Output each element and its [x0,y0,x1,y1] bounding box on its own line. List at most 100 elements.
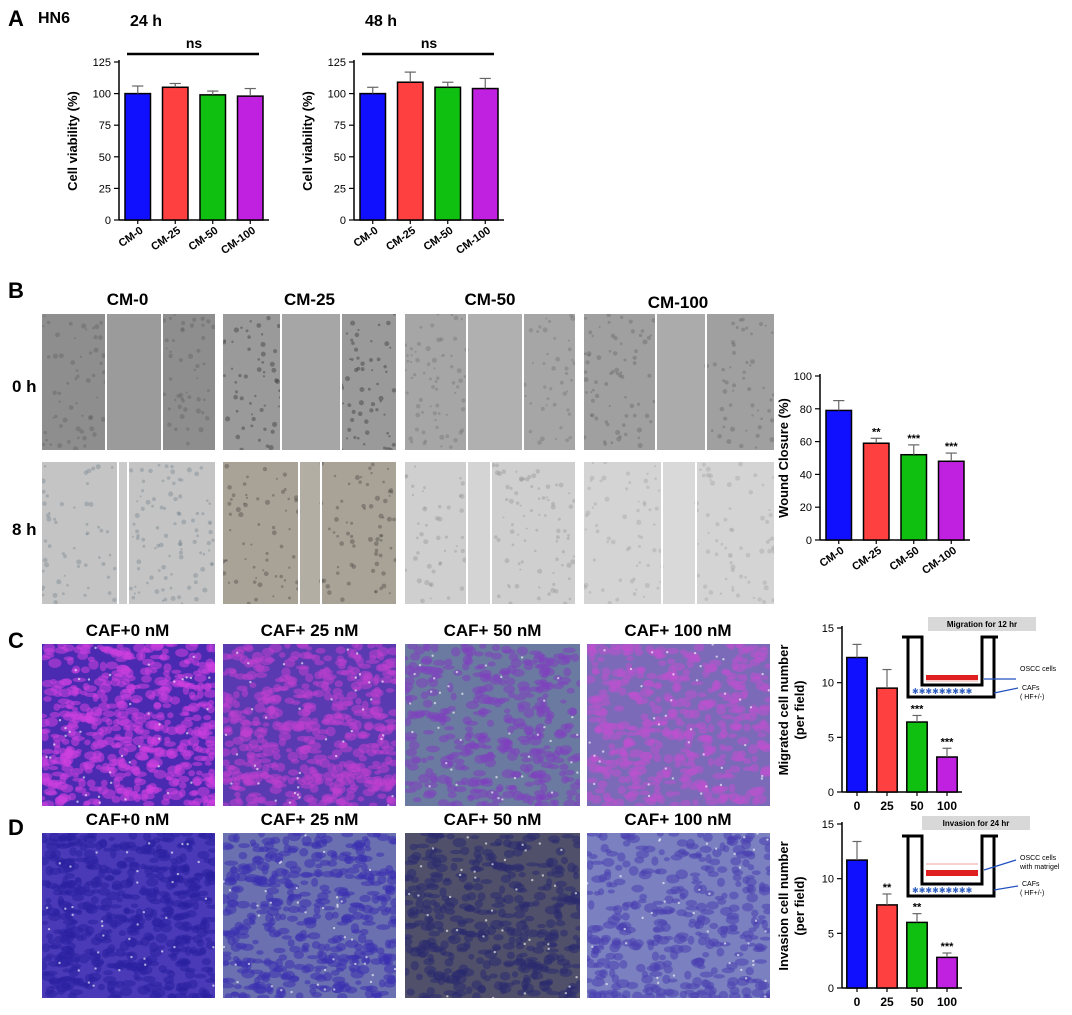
chart-invasion: 0 5 10 15 Invasion cell number (per field) 0 **… [776,819,962,1009]
bar [396,81,424,221]
cell-line-label: HN6 [38,10,71,27]
b-col-header: CM-100 [647,293,709,312]
wound-photo [223,462,396,604]
y-tick-label: 80 [800,404,812,416]
significance-label: *** [941,941,955,953]
bar [124,92,152,221]
bar [359,92,387,221]
y-tick-label: 125 [93,57,111,69]
x-tick-label: 0 [854,799,861,812]
y-tick-label: 0 [806,535,812,547]
y-tick-label: 75 [99,120,111,132]
bar [846,859,868,989]
y-tick-label: 25 [334,183,346,195]
migration-bottom-sub: ( HF+/-) [1020,694,1044,701]
chart-title: 24 h [130,13,162,30]
bar [862,442,890,541]
wound-photo [405,462,575,604]
y-tick-label: 100 [794,371,812,383]
y-tick-label: 15 [822,623,834,635]
wound-photo [584,314,774,450]
c-col-header: CAF+ 100 nM [624,621,732,640]
oscc-cells-icon [926,675,978,680]
y-tick-label: 50 [334,152,346,164]
x-tick-label: CM-25 [384,225,418,254]
y-tick-label: 100 [93,89,111,101]
wound-photo [42,314,215,450]
c-col-header: CAF+0 nM [85,621,170,640]
bar [236,95,264,221]
migration-top-label: OSCC cells [1020,666,1057,673]
panel-letter-c: C [8,628,24,653]
bar [906,721,928,793]
x-tick-label: 0 [854,995,861,1009]
y-tick-label: 0 [105,215,111,227]
y-axis-label: Invasion cell number [776,841,791,970]
panel-letter-a: A [8,6,24,31]
y-tick-label: 60 [800,437,812,449]
bar [434,86,462,221]
invasion-photo [223,833,396,998]
y-tick-label: 25 [99,183,111,195]
y-tick-label: 20 [800,502,812,514]
chart-migration: 0 5 10 15 Migrated cell number (per field) 0 25… [776,623,962,812]
bar [846,656,868,793]
panel-letter-b: B [8,278,24,303]
significance-label: ** [872,426,881,438]
bar [876,904,898,989]
y-tick-label: 10 [822,874,834,886]
y-tick-label: 15 [822,819,834,831]
svg-text:✱✱✱✱✱✱✱✱✱: ✱✱✱✱✱✱✱✱✱ [912,687,973,696]
cafs-icon: ✱✱✱✱✱✱✱✱✱ [912,687,973,696]
bar [936,956,958,989]
x-tick-label: CM-0 [117,225,146,250]
d-col-header: CAF+ 50 nM [443,810,542,829]
y-tick-label: 0 [828,787,834,799]
y-axis-label-sub: (per field) [792,876,807,935]
invasion-schematic: Invasion for 24 hr ✱✱✱✱✱✱✱✱✱ OSCC cells … [902,816,1060,898]
significance-label: *** [941,736,955,748]
migration-photo [587,644,770,806]
x-tick-label: CM-50 [422,225,456,254]
x-tick-label: 100 [937,995,957,1009]
chart-title: 48 h [365,13,397,30]
x-tick-label: CM-25 [850,545,884,574]
bracket-label: ns [186,35,203,51]
migration-schematic: Migration for 12 hr ✱✱✱✱✱✱✱✱✱ OSCC cells… [902,617,1057,701]
migration-bottom-label: CAFs [1022,685,1040,692]
x-tick-label: 25 [880,799,894,812]
x-tick-label: CM-50 [888,545,922,574]
y-axis-label: Cell viability (%) [300,91,315,191]
migration-photo [42,644,215,806]
y-tick-label: 10 [822,678,834,690]
x-tick-label: CM-100 [920,545,959,577]
cafs-icon: ✱✱✱✱✱✱✱✱✱ [912,886,973,895]
d-col-header: CAF+ 25 nM [260,810,359,829]
x-tick-label: CM-100 [219,225,258,257]
c-col-header: CAF+ 50 nM [443,621,542,640]
bar [471,87,499,221]
bar [161,86,189,221]
bar [936,756,958,793]
bar [906,921,928,989]
y-tick-label: 40 [800,469,812,481]
x-tick-label: 50 [910,995,924,1009]
significance-label: *** [907,433,921,445]
migration-photo [405,644,580,806]
invasion-bottom-sub: ( HF+/-) [1020,890,1044,897]
invasion-bottom-label: CAFs [1022,881,1040,888]
bar [876,687,898,793]
significance-label: *** [911,703,925,715]
invasion-photo [405,833,580,998]
b-col-header: CM-50 [464,290,516,309]
d-col-header: CAF+ 100 nM [624,810,732,829]
b-col-header: CM-0 [106,290,149,309]
invasion-photo [42,833,215,998]
y-axis-label: Migrated cell number [776,645,791,776]
panel-letter-d: D [8,815,24,840]
oscc-cells-icon [926,870,978,876]
b-col-header: CM-25 [283,290,335,309]
bar [825,409,853,541]
y-axis-label: Wound Closure (%) [776,398,791,518]
